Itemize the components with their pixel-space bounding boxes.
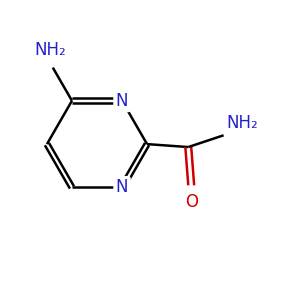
- Text: NH₂: NH₂: [226, 114, 258, 132]
- Text: O: O: [185, 193, 198, 211]
- Text: N: N: [116, 178, 128, 196]
- Text: NH₂: NH₂: [34, 41, 66, 59]
- Text: N: N: [116, 92, 128, 110]
